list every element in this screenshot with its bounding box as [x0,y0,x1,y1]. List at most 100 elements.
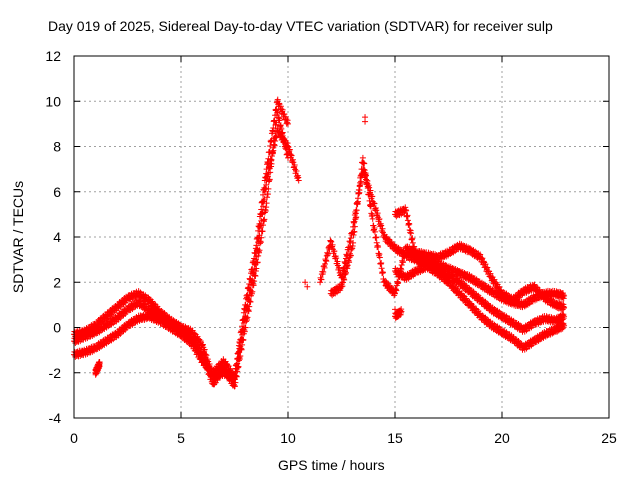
point-track-1 [295,177,302,184]
point-track-6 [342,269,349,276]
point-track-4 [96,360,103,367]
x-tick-label: 0 [70,430,78,446]
point-track-3 [246,280,253,287]
point-track-3 [240,316,247,323]
point-track-3 [242,301,249,308]
point-track-2 [232,379,239,386]
point-track-6 [369,215,376,222]
point-track-5 [318,276,325,283]
point-track-3 [272,112,279,119]
point-track-6 [363,172,370,179]
point-track-6 [367,203,374,210]
point-track-6 [354,198,361,205]
grid-lines [74,56,609,418]
point-track-3 [247,276,254,283]
point-track-1 [288,152,295,159]
point-track-3 [270,124,277,131]
point-track-3 [260,191,267,198]
point-track-6 [379,269,386,276]
point-track-3 [234,355,241,362]
x-axis-label: GPS time / hours [278,457,385,473]
point-track-2 [242,324,249,331]
point-track-6 [359,154,366,161]
point-track-6 [364,185,371,192]
point-track-5 [369,193,376,200]
point-track-2 [252,272,259,279]
point-track-6 [361,160,368,167]
point-track-2 [271,134,278,141]
point-track-1 [293,167,300,174]
point-track-3 [256,220,263,227]
point-track-2 [251,278,258,285]
point-track-5 [328,238,335,245]
point-track-6 [353,214,360,221]
point-track-2 [249,288,256,295]
point-track-2 [253,265,260,272]
point-track-2 [264,191,271,198]
point-track-5 [378,222,385,229]
point-track-3 [268,137,275,144]
point-track-2 [256,247,263,254]
point-track-3 [285,120,291,127]
point-track-3 [271,117,278,124]
point-track-3 [281,111,288,118]
point-track-3 [233,361,240,368]
point-track-3 [252,250,259,257]
y-tick-label: 12 [45,48,61,64]
point-track-3 [266,149,273,156]
point-track-6 [341,276,348,283]
x-tick-label: 15 [387,430,403,446]
point-track-2 [265,185,272,192]
point-track-2 [285,154,291,161]
point-track-6 [393,287,400,294]
point-track-3 [244,291,251,298]
y-tick-label: -2 [49,365,62,381]
point-track-6 [351,223,358,230]
point-track-2 [279,129,286,136]
data-points [71,96,568,390]
x-tick-label: 10 [280,430,296,446]
point-track-6 [344,262,351,269]
y-tick-label: 0 [53,320,61,336]
point-track-5 [320,269,327,276]
point-track-3 [237,336,244,343]
point-track-3 [251,255,258,262]
y-axis-label: SDTVAR / TECUs [10,180,26,294]
point-track-6 [351,228,358,235]
point-track-6 [373,234,380,241]
point-track-1 [290,159,297,166]
point-track-2 [244,314,251,321]
point-track-5 [373,207,380,214]
point-track-6 [356,182,363,189]
point-track-2 [281,137,288,144]
point-track-6 [375,243,382,250]
point-track-3 [253,242,260,249]
point-track-2 [266,176,273,183]
point-track-3 [239,323,246,330]
x-tick-label: 5 [177,430,185,446]
point-track-6 [353,207,360,214]
y-tick-label: 10 [45,93,61,109]
point-track-3 [232,369,239,376]
point-track-6 [347,252,354,259]
y-tick-label: 4 [53,229,61,245]
point-track-2 [276,117,283,124]
point-track-3 [235,349,242,356]
point-track-3 [254,234,261,241]
point-track-2 [267,169,274,176]
point-track-3 [259,198,266,205]
point-track-3 [238,328,245,335]
point-track-3 [258,206,265,213]
point-track-6 [376,254,383,261]
point-track-6 [350,239,357,246]
point-track-3 [249,266,256,273]
point-track-6 [395,279,402,286]
point-track-3 [265,155,272,162]
point-track-2 [278,125,285,132]
point-track-5 [325,250,332,257]
point-track-5 [371,200,378,207]
x-tick-label: 20 [494,430,510,446]
point-track-5 [333,255,340,262]
point-track-5 [331,248,338,255]
